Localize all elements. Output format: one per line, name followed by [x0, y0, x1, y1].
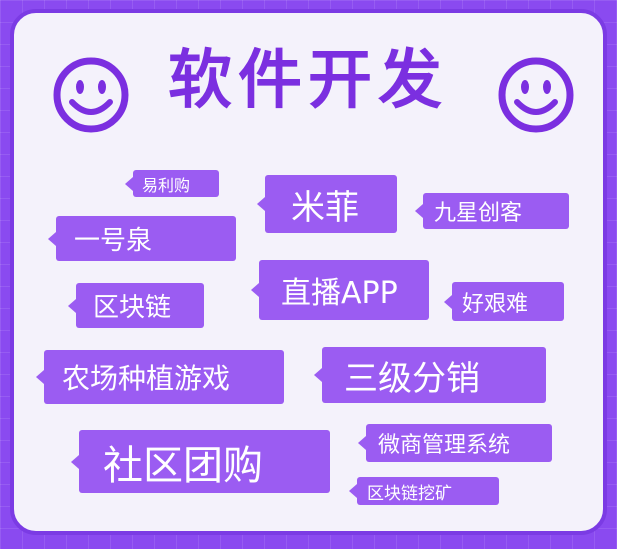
- tag-shequ: 社区团购: [79, 430, 330, 493]
- tag-label: 好艰难: [462, 291, 529, 317]
- tag-label: 一号泉: [74, 226, 153, 256]
- tag-label: 九星创客: [434, 201, 523, 226]
- tag-yihaoquan: 一号泉: [56, 216, 236, 261]
- tag-label: 直播APP: [281, 276, 398, 311]
- smiley-left-icon: [53, 57, 129, 133]
- tag-label: 社区团购: [103, 442, 263, 489]
- tag-mifei: 米菲: [265, 175, 397, 233]
- tag-label: 区块链: [93, 293, 172, 323]
- tag-sanji: 三级分销: [322, 347, 546, 403]
- tag-qukuailian: 区块链: [76, 283, 204, 328]
- tag-label: 三级分销: [344, 358, 480, 399]
- tag-label: 易利购: [142, 175, 191, 195]
- tag-weishang: 微商管理系统: [366, 424, 552, 462]
- tag-label: 米菲: [291, 187, 359, 228]
- tag-yilgou: 易利购: [133, 170, 219, 197]
- tag-label: 微商管理系统: [378, 433, 511, 458]
- tag-label: 区块链挖矿: [367, 483, 452, 504]
- tag-wakuang: 区块链挖矿: [357, 477, 499, 505]
- tag-label: 农场种植游戏: [62, 362, 231, 395]
- tag-haogennan: 好艰难: [452, 282, 564, 321]
- smiley-right-icon: [498, 57, 574, 133]
- page-title: 软件开发: [168, 44, 448, 118]
- tag-zhibo: 直播APP: [259, 260, 429, 320]
- tag-nongchang: 农场种植游戏: [44, 350, 284, 404]
- tag-jiuxing: 九星创客: [423, 193, 569, 229]
